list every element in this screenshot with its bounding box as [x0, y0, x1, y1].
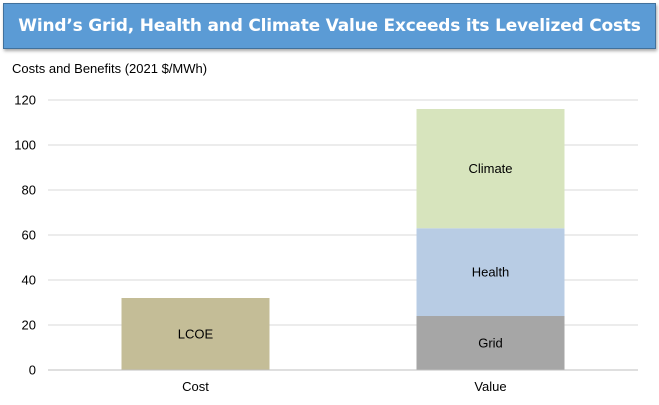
- bar-segment-health: [416, 228, 565, 316]
- y-tick-label: 60: [22, 228, 36, 243]
- bar-segment-climate: [416, 109, 565, 229]
- chart-title-banner: Wind’s Grid, Health and Climate Value Ex…: [3, 3, 656, 49]
- y-tick-label: 80: [22, 183, 36, 198]
- y-tick-label: 40: [22, 273, 36, 288]
- chart-title: Wind’s Grid, Health and Climate Value Ex…: [18, 16, 641, 36]
- y-axis-label: Costs and Benefits (2021 $/MWh): [12, 61, 208, 76]
- bar-segment-label: Health: [472, 265, 510, 280]
- y-tick-label: 120: [14, 93, 36, 108]
- y-tick-label: 0: [29, 363, 36, 378]
- x-tick-label: Value: [474, 379, 506, 394]
- bar-segment-label: LCOE: [178, 327, 214, 342]
- bar-segment-lcoe: [121, 298, 270, 370]
- x-tick-label: Cost: [182, 379, 209, 394]
- bar-segment-label: Climate: [468, 161, 512, 176]
- bar-segment-label: Grid: [478, 336, 503, 351]
- y-tick-label: 20: [22, 318, 36, 333]
- bar-segment-grid: [416, 316, 565, 370]
- y-tick-label: 100: [14, 138, 36, 153]
